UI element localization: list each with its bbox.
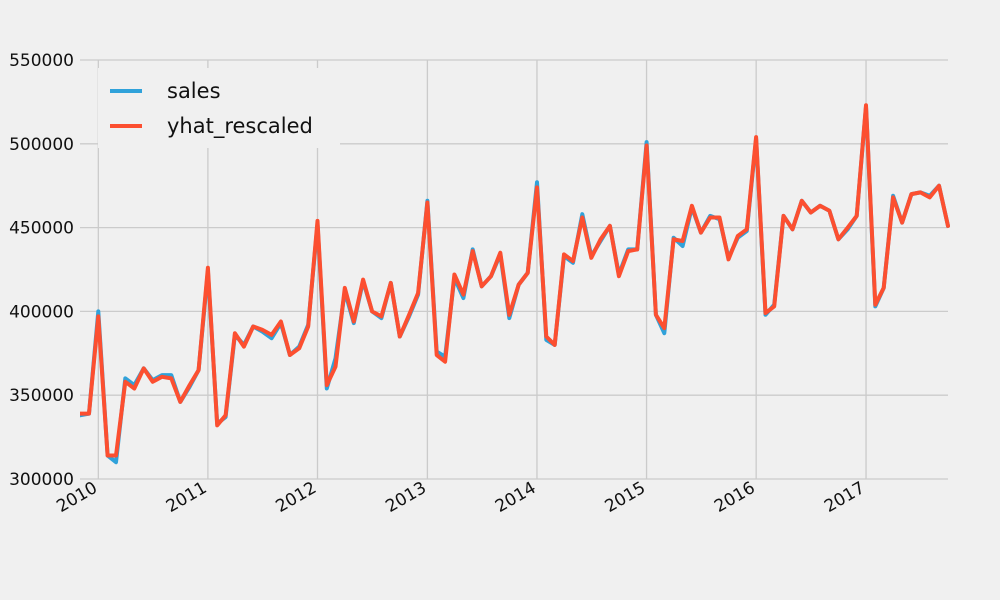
y-tick-label: 350000 — [9, 386, 74, 406]
legend-label-sales: sales — [167, 79, 221, 103]
y-gridlines — [80, 59, 948, 480]
y-tick-label: 300000 — [9, 470, 74, 490]
y-tick-label: 400000 — [9, 302, 74, 322]
y-tick-labels: 300000 350000 400000 450000 500000 550000 — [9, 51, 74, 490]
legend: sales yhat_rescaled — [98, 68, 340, 148]
legend-background — [98, 68, 340, 148]
series-lines — [80, 103, 950, 465]
y-tick-label: 450000 — [9, 219, 74, 239]
series-line-yhat-rescaled — [80, 103, 950, 458]
legend-label-yhat-rescaled: yhat_rescaled — [167, 114, 313, 139]
y-tick-label: 500000 — [9, 135, 74, 155]
y-tick-label: 550000 — [9, 51, 74, 71]
